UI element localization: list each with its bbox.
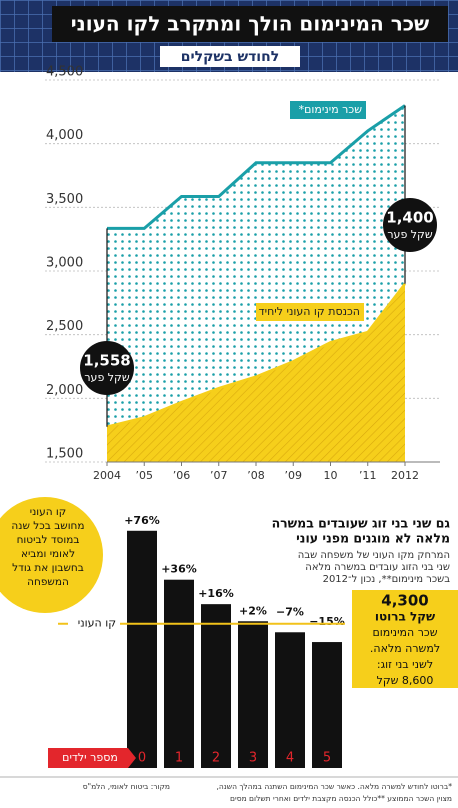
bar-subtitle: בשכר מינימום**, נכון ל־2012 [323, 574, 451, 585]
note-text: בחשבון את גודל [12, 562, 84, 574]
x-tick-label: ’08 [247, 469, 265, 482]
legend-label: הכנסת קו העוני ליחיד [259, 305, 360, 318]
bar-title: מלאה לא מוגנים מפני עוני [296, 531, 450, 546]
x-tick-label: ’06 [173, 469, 191, 482]
y-tick-label: 3,000 [46, 256, 83, 271]
x-tick-label: 3 [249, 751, 257, 766]
x-tick-label: 10 [324, 469, 338, 482]
x-tick-label: ’07 [210, 469, 228, 482]
bar-value-label: +76% [124, 514, 160, 527]
note-box [352, 590, 458, 688]
callout-text: שקל פער [84, 371, 130, 384]
bar [275, 632, 305, 768]
x-tick-label: 2004 [93, 469, 121, 482]
y-tick-label: 1,500 [46, 447, 83, 462]
y-tick-label: 2,000 [46, 383, 83, 398]
bar-value-label: +2% [239, 604, 267, 617]
x-tick-label: ’09 [285, 469, 303, 482]
bar [312, 642, 342, 768]
bar [127, 530, 157, 768]
callout-bubble [383, 198, 437, 252]
gap-area [107, 105, 405, 427]
series-line [107, 104, 406, 230]
bar-value-label: −15% [309, 615, 345, 628]
footer-note: מצוין השכר הממוצע **כולל הכנסה מקצבת ילד… [230, 794, 452, 803]
subtitle-box [160, 46, 300, 67]
note-text: לשני בני זוג: [377, 658, 433, 671]
title: שכר המינימום הולך ומתקרב לקו העוני [71, 12, 429, 36]
legend-label: שכר מינימום* [299, 103, 363, 116]
x-tick-label: ’05 [136, 469, 154, 482]
note-text: מחושב בכל שנה [11, 520, 84, 532]
footer-note: *ברוטו לחודש למשרה מלאה. כאשר שכר המינימ… [217, 782, 453, 791]
bar-title: גם שני בני זוג שעובדים במשרה [272, 516, 451, 531]
x-tick-label: 4 [286, 751, 294, 766]
note-text: למשרה מלאה. [370, 642, 440, 655]
poverty-label: קו העוני [78, 617, 116, 630]
note-text: 8,600 שקל [377, 674, 434, 687]
legend-box [290, 101, 366, 119]
x-tick-label: 2012 [391, 469, 419, 482]
note-text: שכר המינימום [372, 626, 437, 639]
bar [238, 621, 268, 768]
bar-value-label: −7% [276, 605, 304, 618]
legend-box [256, 303, 364, 321]
callout-value: 1,558 [83, 352, 130, 370]
y-tick-label: 2,500 [46, 319, 83, 334]
note-text: שקל ברוטו [375, 610, 435, 624]
note-text: לאומי ומביא [21, 548, 75, 560]
x-label-arrow [48, 748, 136, 768]
bar-value-label: +16% [198, 587, 234, 600]
poverty-area [107, 283, 405, 462]
bar-value-label: +36% [161, 563, 197, 576]
y-tick-label: 4,500 [46, 65, 83, 80]
x-tick-label: 5 [323, 751, 331, 766]
bar-subtitle: המרחק מקו העוני של משפחה שבה [298, 550, 450, 561]
note-text: במוסד לביטוח [17, 534, 80, 546]
note-text: המשפחה [27, 576, 69, 588]
note-text: 4,300 [381, 592, 428, 610]
source: מקור: ביטוח לאומי, הלמ"ס [83, 782, 170, 791]
poverty-label-bg [68, 615, 120, 632]
x-tick-label: ’11 [359, 469, 377, 482]
bar [201, 604, 231, 768]
y-tick-label: 4,000 [46, 128, 83, 143]
subtitle: לחודש בשקלים [181, 49, 279, 65]
callout-value: 1,400 [386, 209, 433, 227]
y-tick-label: 3,500 [46, 192, 83, 207]
series-line [106, 282, 406, 428]
title-box [52, 6, 448, 42]
x-tick-label: 2 [212, 751, 220, 766]
note-text: קו העוני [30, 506, 67, 518]
x-label: מספר ילדים [62, 751, 118, 764]
x-tick-label: 0 [138, 751, 146, 766]
note-bubble [0, 497, 103, 613]
callout-text: שקל פער [387, 228, 433, 241]
bar [164, 579, 194, 768]
bar-subtitle: שני בני הזוג עובדים במשרה מלאה [305, 562, 450, 573]
x-tick-label: 1 [175, 751, 183, 766]
callout-bubble [80, 341, 134, 395]
